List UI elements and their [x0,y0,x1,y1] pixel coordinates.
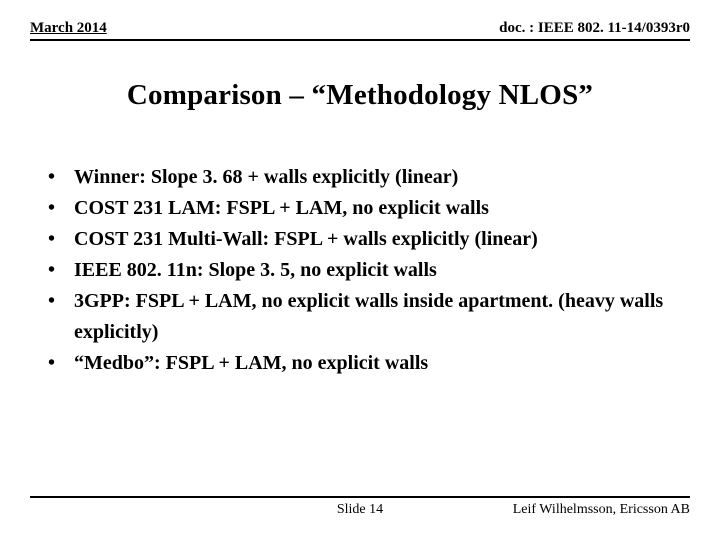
header-doc-id: doc. : IEEE 802. 11-14/0393r0 [499,20,690,37]
slide-page: March 2014 doc. : IEEE 802. 11-14/0393r0… [0,0,720,540]
bullet-item: 3GPP: FSPL + LAM, no explicit walls insi… [48,286,690,348]
footer-row: Slide 14 . Leif Wilhelmsson, Ericsson AB [30,502,690,520]
bullet-item: COST 231 LAM: FSPL + LAM, no explicit wa… [48,193,690,224]
slide-title: Comparison – “Methodology NLOS” [30,79,690,112]
bullet-item: “Medbo”: FSPL + LAM, no explicit walls [48,348,690,379]
slide-header: March 2014 doc. : IEEE 802. 11-14/0393r0 [30,20,690,41]
bullet-item: COST 231 Multi-Wall: FSPL + walls explic… [48,224,690,255]
header-date: March 2014 [30,20,107,37]
bullet-item: IEEE 802. 11n: Slope 3. 5, no explicit w… [48,255,690,286]
footer-rule [30,496,690,498]
slide-footer: Slide 14 . Leif Wilhelmsson, Ericsson AB [30,496,690,520]
bullet-list: Winner: Slope 3. 68 + walls explicitly (… [30,162,690,379]
bullet-item: Winner: Slope 3. 68 + walls explicitly (… [48,162,690,193]
footer-slide-number: Slide 14 [30,502,690,518]
